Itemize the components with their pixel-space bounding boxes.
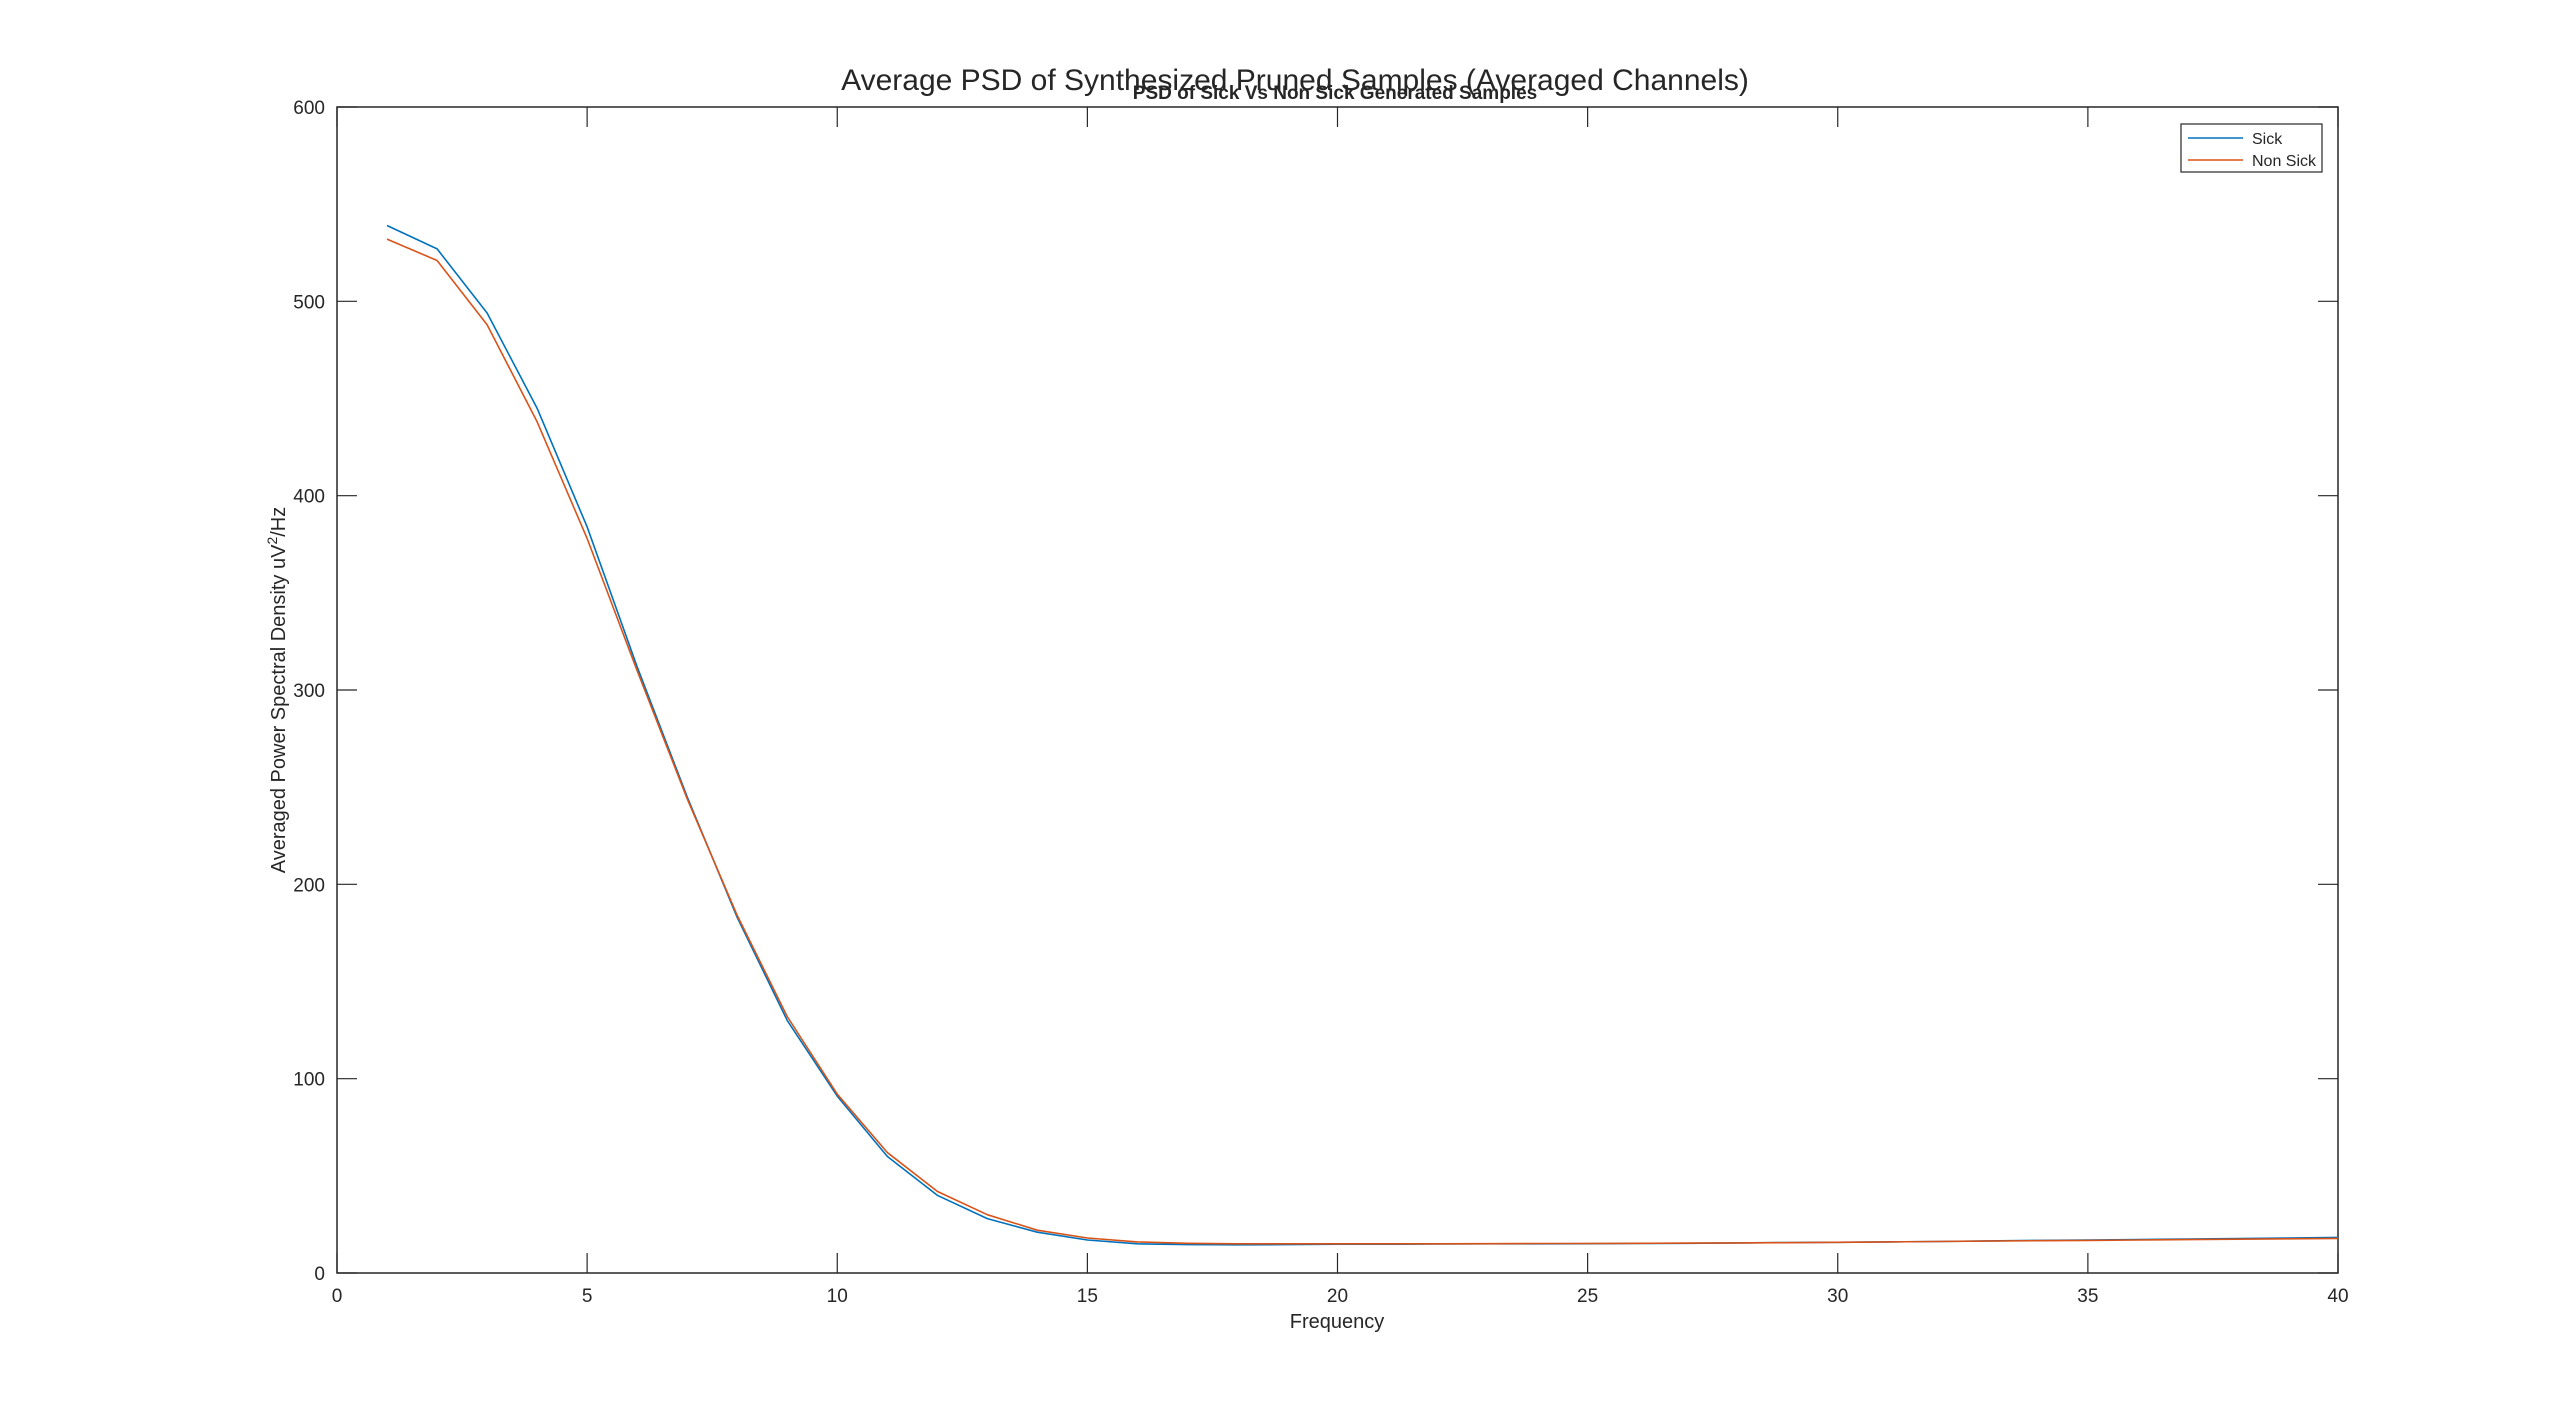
x-tick-label: 0 xyxy=(332,1286,343,1307)
y-tick-label: 300 xyxy=(293,681,325,702)
y-tick-label: 600 xyxy=(293,98,325,119)
x-tick-label: 35 xyxy=(2077,1286,2098,1307)
x-tick-label: 20 xyxy=(1327,1286,1348,1307)
y-tick-label: 100 xyxy=(293,1070,325,1091)
x-tick-label: 30 xyxy=(1827,1286,1848,1307)
y-tick-label: 0 xyxy=(314,1264,325,1285)
legend-label-sick: Sick xyxy=(2252,131,2283,148)
legend: Sick Non Sick xyxy=(2180,123,2323,173)
series-lines xyxy=(386,224,2339,1246)
y-axis-ticks: 0 100 200 300 400 500 600 xyxy=(293,98,2338,1285)
x-tick-label: 5 xyxy=(582,1286,593,1307)
y-tick-label: 500 xyxy=(293,292,325,313)
y-axis-label: Averaged Power Spectral Density uV2/Hz xyxy=(264,507,290,874)
legend-label-non-sick: Non Sick xyxy=(2252,153,2317,170)
series-line-non-sick xyxy=(386,238,2339,1245)
plot-area: 0 5 10 15 20 25 30 35 40 0 100 200 300 400 500 600 xyxy=(293,98,2348,1307)
x-tick-label: 40 xyxy=(2327,1286,2348,1307)
y-axis-label-suffix: /Hz xyxy=(268,507,290,537)
y-tick-label: 200 xyxy=(293,875,325,896)
y-axis-label-main: Averaged Power Spectral Density uV xyxy=(268,544,290,873)
axes-box xyxy=(336,106,2339,1274)
figure-main-title: Average PSD of Synthesized Pruned Sample… xyxy=(841,64,1749,97)
y-axis-label-superscript: 2 xyxy=(264,537,280,545)
x-axis-ticks: 0 5 10 15 20 25 30 35 40 xyxy=(332,107,2349,1307)
chart-title: PSD of Sick Vs Non Sick Generated Sample… xyxy=(1133,83,1537,104)
x-axis-label: Frequency xyxy=(1290,1311,1385,1333)
y-tick-label: 400 xyxy=(293,487,325,508)
x-tick-label: 15 xyxy=(1077,1286,1098,1307)
x-tick-label: 10 xyxy=(827,1286,848,1307)
legend-box xyxy=(2180,123,2323,173)
x-tick-label: 25 xyxy=(1577,1286,1598,1307)
